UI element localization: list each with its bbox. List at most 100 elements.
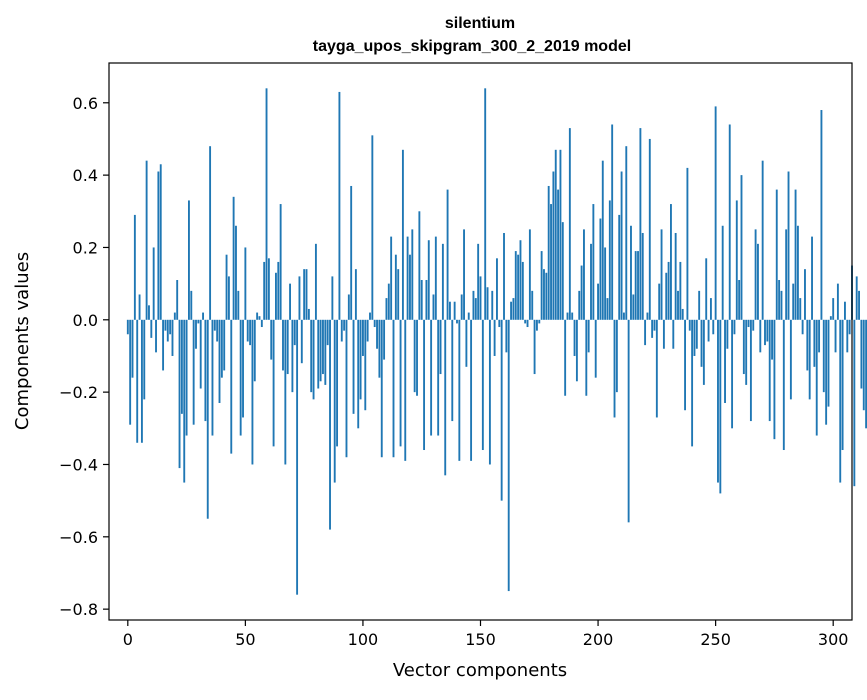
bar-244 [700, 319, 703, 367]
bar-127 [425, 280, 428, 320]
bar-312 [860, 319, 863, 389]
y-tick-label: −0.6 [59, 528, 98, 547]
bar-248 [709, 298, 712, 320]
bar-189 [571, 312, 574, 320]
bar-238 [686, 167, 689, 320]
bar-306 [846, 319, 849, 353]
bar-98 [357, 319, 360, 429]
bar-279 [782, 319, 785, 451]
bar-295 [820, 110, 823, 320]
bar-115 [397, 269, 400, 320]
bar-175 [538, 319, 541, 324]
bar-196 [587, 319, 590, 353]
bar-288 [804, 269, 806, 320]
bar-229 [665, 272, 668, 320]
bar-90 [338, 91, 341, 320]
bar-215 [632, 294, 635, 320]
bar-37 [213, 319, 216, 331]
y-tick-label: −0.8 [59, 600, 98, 619]
bar-254 [724, 319, 726, 403]
bar-91 [340, 319, 343, 342]
bar-179 [547, 185, 550, 320]
bar-307 [848, 319, 851, 335]
bar-172 [531, 290, 534, 320]
bar-102 [366, 319, 369, 342]
x-tick-label: 50 [235, 630, 255, 649]
bar-6 [140, 319, 143, 443]
bar-234 [677, 290, 679, 320]
bar-50 [244, 247, 247, 320]
plot-frame [108, 62, 853, 621]
bar-35 [209, 146, 212, 320]
bar-99 [359, 319, 362, 400]
bar-0 [126, 319, 129, 335]
bar-281 [787, 171, 790, 320]
bar-118 [404, 319, 407, 461]
bar-133 [439, 319, 442, 375]
bar-60 [267, 258, 270, 320]
bar-41 [223, 319, 226, 371]
bar-264 [747, 319, 750, 328]
y-tick-label: −0.4 [59, 455, 98, 474]
bar-227 [660, 229, 663, 320]
bar-259 [735, 200, 738, 320]
bar-17 [166, 319, 169, 342]
x-tick-label: 200 [583, 630, 614, 649]
bar-18 [169, 319, 172, 335]
bar-150 [479, 276, 482, 320]
y-tick-label: 0.4 [73, 166, 98, 185]
bar-261 [740, 175, 743, 320]
bar-230 [667, 261, 670, 320]
x-tick-label: 150 [465, 630, 496, 649]
bar-31 [199, 319, 202, 389]
bar-42 [225, 254, 228, 320]
bar-107 [378, 319, 381, 378]
bar-255 [726, 319, 729, 349]
bar-208 [615, 319, 618, 393]
bar-79 [312, 319, 315, 400]
bar-103 [369, 312, 371, 320]
bar-134 [441, 243, 444, 320]
bar-190 [573, 319, 576, 356]
bar-212 [625, 146, 628, 320]
bar-199 [594, 319, 597, 378]
bar-222 [648, 138, 651, 320]
bar-247 [707, 319, 710, 342]
bar-153 [486, 287, 489, 320]
bar-275 [773, 319, 776, 440]
bar-141 [458, 319, 461, 461]
bar-125 [420, 280, 423, 320]
bar-241 [693, 319, 696, 356]
bar-123 [416, 319, 418, 396]
bar-203 [604, 247, 607, 320]
bar-109 [383, 319, 386, 360]
bar-116 [399, 319, 402, 447]
bar-33 [204, 319, 207, 422]
bar-164 [512, 298, 515, 320]
bar-231 [670, 204, 672, 320]
x-tick-label: 250 [700, 630, 731, 649]
bar-158 [498, 319, 501, 328]
bar-240 [691, 319, 694, 447]
bar-82 [319, 319, 322, 382]
bar-83 [322, 319, 324, 375]
bar-68 [286, 319, 289, 375]
bar-291 [811, 236, 813, 320]
bar-22 [178, 319, 181, 469]
bar-85 [326, 319, 329, 346]
y-tick-label: −0.2 [59, 383, 98, 402]
bar-29 [195, 319, 197, 349]
bar-280 [785, 229, 788, 320]
bar-210 [620, 171, 623, 320]
bar-188 [568, 128, 571, 320]
bar-101 [364, 319, 367, 411]
bar-213 [627, 319, 630, 523]
bar-165 [514, 251, 517, 320]
bar-183 [557, 189, 560, 320]
bar-80 [314, 243, 317, 320]
bar-293 [815, 319, 818, 436]
bar-206 [611, 124, 614, 320]
bar-198 [592, 204, 595, 320]
bar-137 [448, 301, 451, 320]
bar-310 [855, 276, 858, 320]
